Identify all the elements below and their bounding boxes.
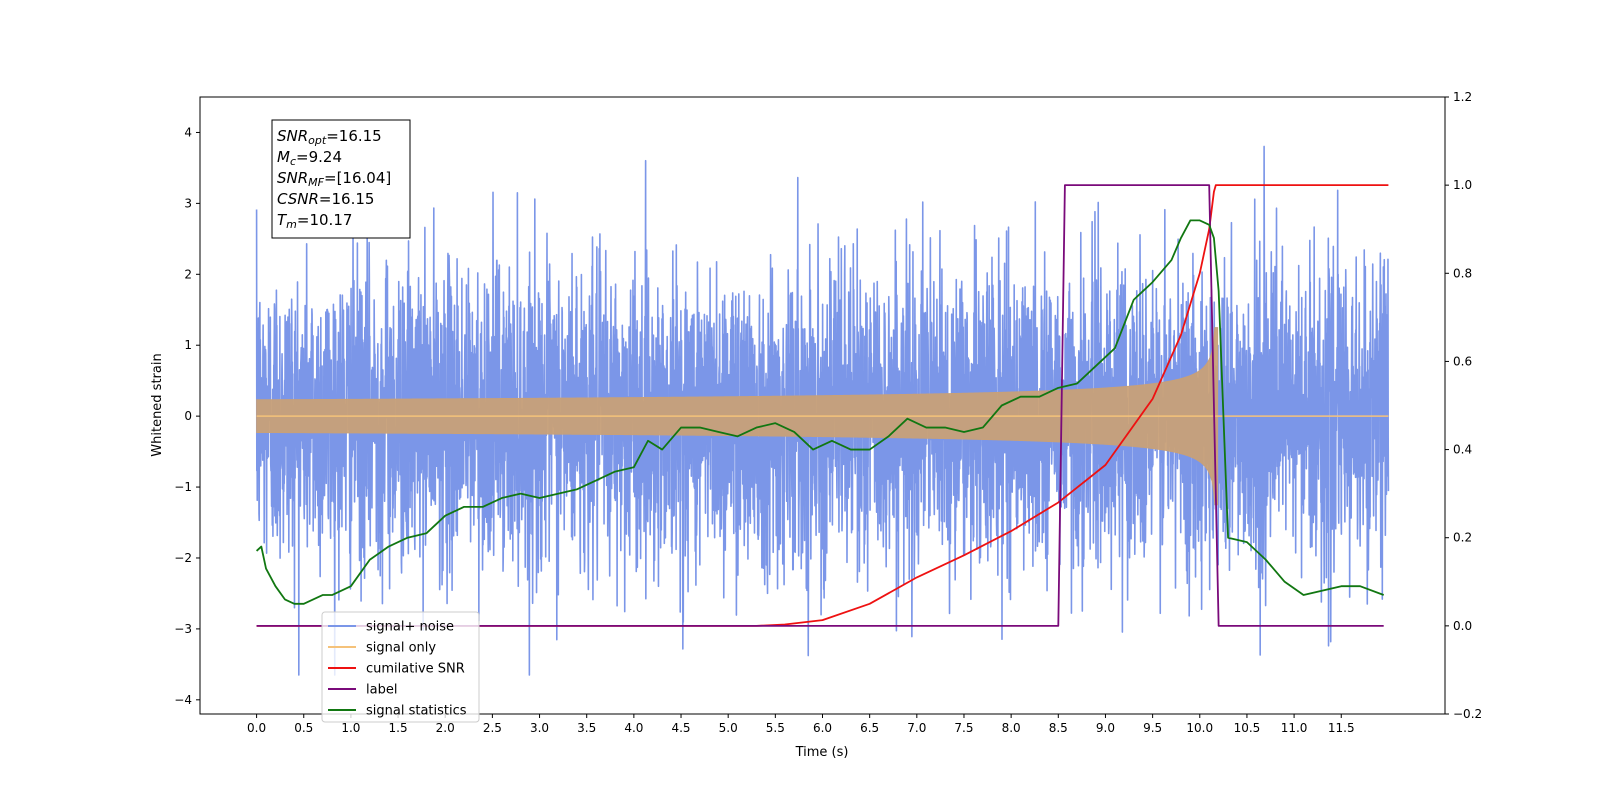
plot-area	[255, 145, 1390, 676]
x-tick-label: 2.5	[483, 721, 502, 735]
series-label-line	[256, 184, 1384, 627]
annotation-line: SNRopt=16.15	[277, 127, 382, 147]
legend-entry-label: cumilative SNR	[366, 662, 465, 677]
y-tick-label-left: 0	[184, 409, 192, 423]
annotation-symbol: M	[277, 148, 290, 166]
series-signal-statistics-line	[255, 219, 1385, 605]
y-axis-right: −0.2 0.0 0.2 0.4 0.6 0.8 1.0 1.2	[1445, 90, 1482, 721]
x-tick-label: 5.0	[719, 721, 738, 735]
y-tick-label-right: −0.2	[1453, 707, 1482, 721]
legend-frame	[321, 611, 480, 723]
annotation-frame	[271, 119, 411, 239]
x-tick-label: 8.0	[1002, 721, 1021, 735]
x-tick-label: 11.0	[1281, 721, 1308, 735]
y-axis-left: −4 −3 −2 −1 0 1 2 3 4	[174, 125, 200, 707]
x-tick-label: 1.5	[389, 721, 408, 735]
annotation-value: =16.15	[319, 190, 375, 208]
x-tick-label: 9.5	[1143, 721, 1162, 735]
y-tick-label-right: 0.8	[1453, 266, 1472, 280]
annotation-symbol: T	[277, 211, 288, 229]
x-tick-label: 8.5	[1049, 721, 1068, 735]
y-tick-label-right: 0.2	[1453, 531, 1472, 545]
x-tick-label: 7.5	[954, 721, 973, 735]
annotation-line: SNRMF=[16.04]	[277, 169, 391, 189]
legend-entry-label: signal statistics	[366, 704, 467, 719]
series-cumilative-snr-line	[256, 184, 1389, 627]
y-tick-label-left: 2	[184, 267, 192, 281]
legend-entry-label: signal only	[366, 641, 436, 656]
annotation-symbol: SNR	[277, 169, 308, 187]
annotation-value: =[16.04]	[324, 169, 391, 187]
y-tick-label-right: 0.0	[1453, 619, 1472, 633]
annotation-subscript: MF	[308, 176, 324, 189]
y-tick-label-left: 1	[184, 338, 192, 352]
x-tick-label: 3.0	[530, 721, 549, 735]
annotation-line: Mc=9.24	[277, 148, 342, 168]
y-tick-label-right: 0.6	[1453, 354, 1472, 368]
annotation-subscript: opt	[308, 134, 327, 147]
annotation-value: =9.24	[296, 148, 342, 166]
y-tick-label-left: −1	[174, 480, 192, 494]
x-tick-label: 5.5	[766, 721, 785, 735]
legend: signal+ noise signal only cumilative SNR la…	[321, 611, 480, 723]
x-tick-label: 0.5	[294, 721, 313, 735]
legend-entry-label: signal+ noise	[366, 620, 454, 635]
x-tick-label: 1.0	[341, 721, 360, 735]
y-tick-label-left: 3	[184, 196, 192, 210]
y-tick-label-right: 1.2	[1453, 90, 1472, 104]
annotation-subscript: m	[286, 218, 297, 231]
annotation-symbol: SNR	[277, 127, 308, 145]
x-tick-label: 4.5	[671, 721, 690, 735]
annotation-line: CSNR=16.15	[277, 190, 374, 208]
y-tick-label-left: 4	[184, 125, 192, 139]
x-tick-label: 0.0	[247, 721, 266, 735]
x-tick-label: 10.5	[1234, 721, 1261, 735]
y-tick-label-right: 1.0	[1453, 178, 1472, 192]
annotation-value: =16.15	[326, 127, 382, 145]
y-tick-label-left: −4	[174, 693, 192, 707]
x-tick-label: 4.0	[624, 721, 643, 735]
x-tick-label: 6.5	[860, 721, 879, 735]
annotation-box: SNRopt=16.15Mc=9.24SNRMF=[16.04]CSNR=16.…	[271, 119, 411, 239]
x-tick-label: 6.0	[813, 721, 832, 735]
y-tick-label-left: −3	[174, 622, 192, 636]
x-tick-label: 3.5	[577, 721, 596, 735]
x-tick-label: 11.5	[1328, 721, 1355, 735]
annotation-symbol: CSNR	[277, 190, 319, 208]
x-tick-label: 7.0	[907, 721, 926, 735]
x-tick-label: 10.0	[1186, 721, 1213, 735]
x-axis-label: Time (s)	[795, 745, 849, 760]
y-tick-label-left: −2	[174, 551, 192, 565]
y-tick-label-right: 0.4	[1453, 443, 1472, 457]
x-tick-label: 9.0	[1096, 721, 1115, 735]
x-axis: 0.0 0.5 1.0 1.5 2.0 2.5 3.0 3.5 4.0 4.5 5.0 5.5 6.0 6…	[247, 714, 1355, 735]
annotation-subscript: c	[290, 155, 296, 168]
annotation-line: Tm=10.17	[277, 211, 352, 231]
x-tick-label: 2.0	[436, 721, 455, 735]
legend-entry-label: label	[366, 683, 397, 698]
y-axis-label-left: Whitened strain	[150, 353, 165, 456]
annotation-value: =10.17	[297, 211, 353, 229]
